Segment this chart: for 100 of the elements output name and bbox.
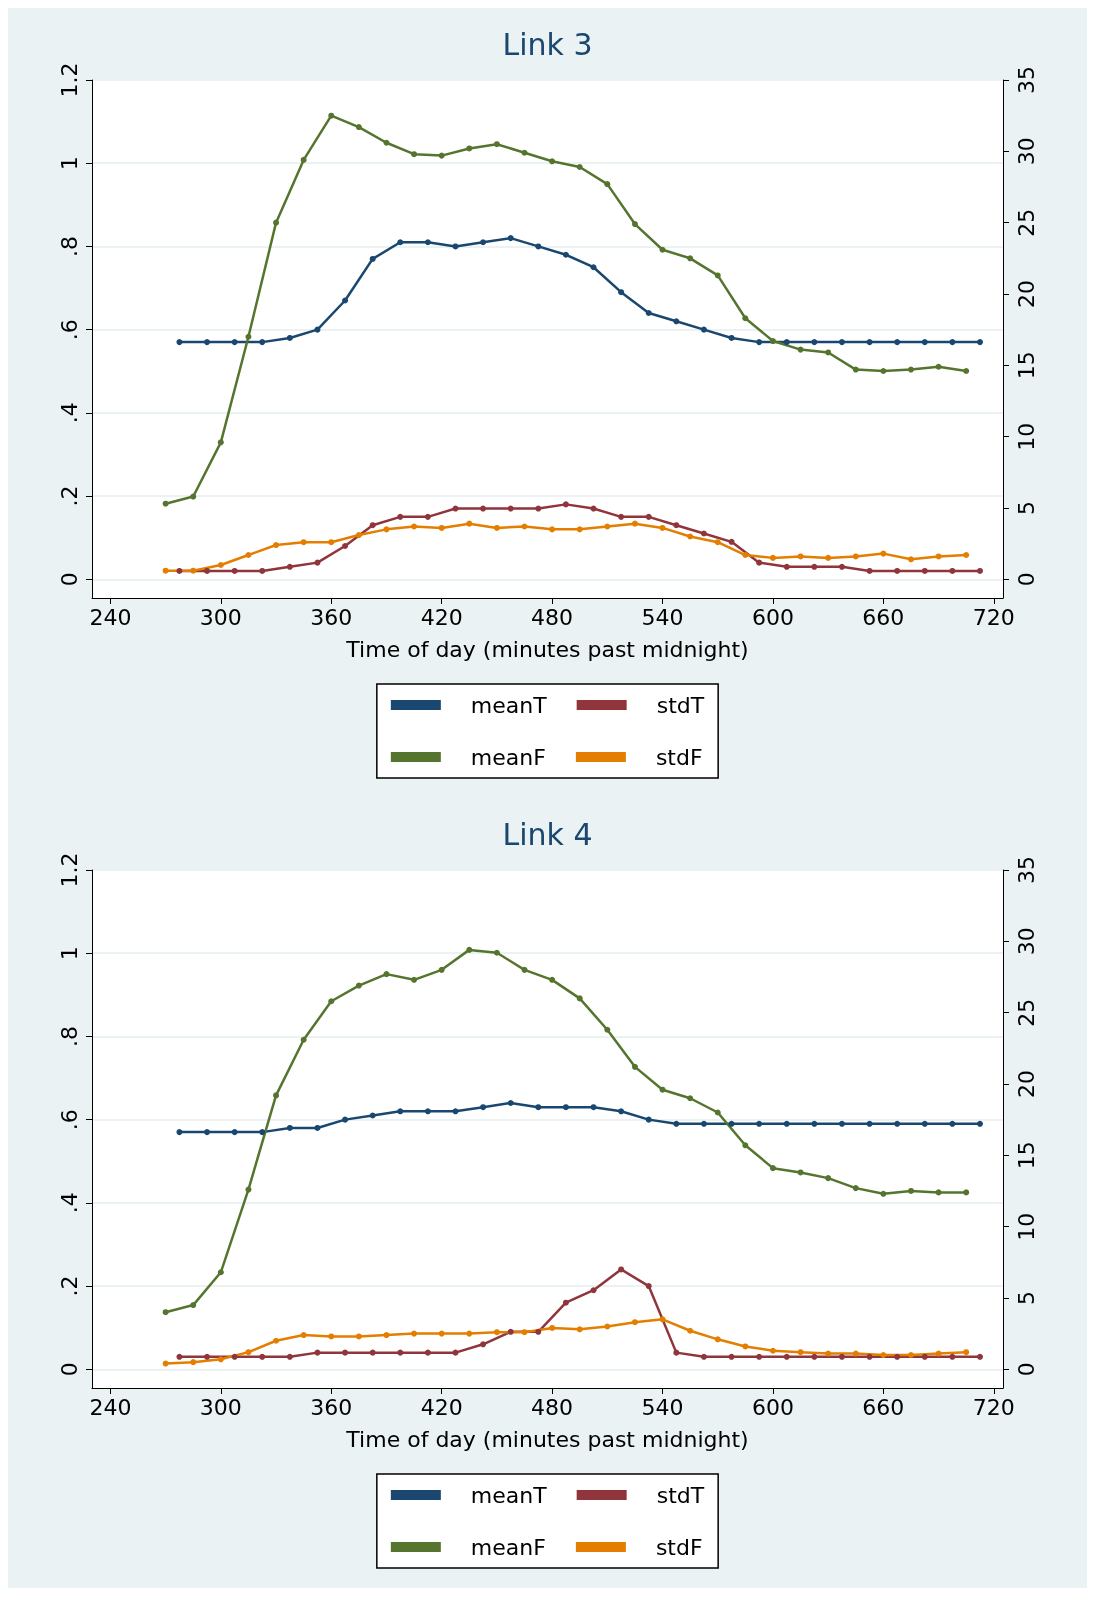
point: [286, 563, 293, 570]
y2-tick-label: 5: [1013, 500, 1039, 515]
x-tick-label: 300: [199, 604, 242, 630]
point: [673, 1120, 680, 1127]
point: [424, 1349, 431, 1356]
point: [977, 1120, 983, 1127]
point: [259, 1129, 266, 1136]
point: [590, 505, 597, 512]
point: [466, 946, 473, 953]
point: [231, 339, 238, 346]
point: [549, 158, 556, 165]
point: [286, 1353, 293, 1360]
point: [866, 1120, 873, 1127]
x-tick-label: 600: [751, 604, 794, 630]
point: [300, 1332, 307, 1339]
chart-title: Link 4: [502, 816, 593, 852]
point: [342, 542, 349, 549]
legend-label: stdT: [656, 692, 705, 718]
point: [880, 1352, 887, 1359]
point: [259, 567, 266, 574]
point: [618, 1108, 625, 1115]
point: [894, 1353, 901, 1360]
point: [397, 239, 404, 246]
point: [383, 1332, 390, 1339]
point: [769, 554, 776, 561]
y-tick-label: .6: [56, 319, 82, 341]
point: [645, 1283, 652, 1290]
point: [921, 1120, 928, 1127]
point: [935, 1189, 942, 1196]
point: [493, 524, 500, 531]
point: [176, 339, 183, 346]
point: [852, 1185, 859, 1192]
point: [756, 339, 763, 346]
point: [825, 1175, 832, 1182]
y-tick-label: 1.2: [56, 62, 82, 98]
x-tick-label: 360: [310, 604, 353, 630]
point: [604, 181, 611, 188]
point: [480, 505, 487, 512]
point: [204, 1129, 211, 1136]
x-tick-label: 240: [89, 1394, 132, 1420]
point: [493, 1329, 500, 1336]
point: [700, 326, 707, 333]
point: [162, 500, 169, 507]
point: [631, 1063, 638, 1070]
x-tick-label: 720: [972, 604, 1015, 630]
point: [562, 1104, 569, 1111]
point: [217, 1269, 224, 1276]
y2-tick-label: 0: [1013, 572, 1039, 587]
point: [507, 1100, 514, 1106]
x-tick-label: 660: [862, 1394, 905, 1420]
point: [342, 297, 349, 304]
point: [397, 513, 404, 520]
point: [838, 563, 845, 570]
x-tick-label: 660: [862, 604, 905, 630]
point: [411, 151, 418, 158]
x-tick-label: 480: [531, 604, 574, 630]
point: [480, 239, 487, 246]
point: [659, 524, 666, 531]
point: [783, 1120, 790, 1127]
point: [314, 559, 321, 566]
point: [217, 562, 224, 569]
point: [273, 542, 280, 549]
y-tick-label: 1: [56, 946, 82, 961]
point: [880, 368, 887, 375]
point: [742, 1142, 749, 1149]
legend-label: stdF: [655, 1534, 703, 1560]
point: [176, 567, 183, 574]
y2-tick-label: 35: [1013, 66, 1039, 94]
y-tick-label: .6: [56, 1109, 82, 1131]
point: [521, 523, 528, 530]
point: [300, 539, 307, 546]
point: [618, 289, 625, 296]
point: [300, 1036, 307, 1043]
point: [355, 532, 362, 539]
point: [562, 501, 569, 508]
point: [383, 139, 390, 146]
point: [549, 1324, 556, 1331]
point: [880, 1190, 887, 1197]
point: [162, 1360, 169, 1367]
point: [507, 1328, 514, 1335]
point: [894, 339, 901, 346]
point: [438, 152, 445, 159]
point: [383, 526, 390, 533]
point: [797, 1169, 804, 1176]
point: [369, 1349, 376, 1356]
legend-label: meanT: [470, 692, 548, 718]
point: [355, 124, 362, 131]
point: [797, 1349, 804, 1356]
point: [438, 1330, 445, 1337]
point: [631, 520, 638, 527]
point: [700, 1120, 707, 1127]
point: [631, 1319, 638, 1326]
point: [687, 1327, 694, 1334]
point: [894, 567, 901, 574]
point: [894, 1120, 901, 1127]
point: [493, 949, 500, 956]
y-tick-label: 1: [56, 156, 82, 171]
point: [314, 1124, 321, 1131]
point: [521, 149, 528, 156]
point: [783, 1353, 790, 1360]
